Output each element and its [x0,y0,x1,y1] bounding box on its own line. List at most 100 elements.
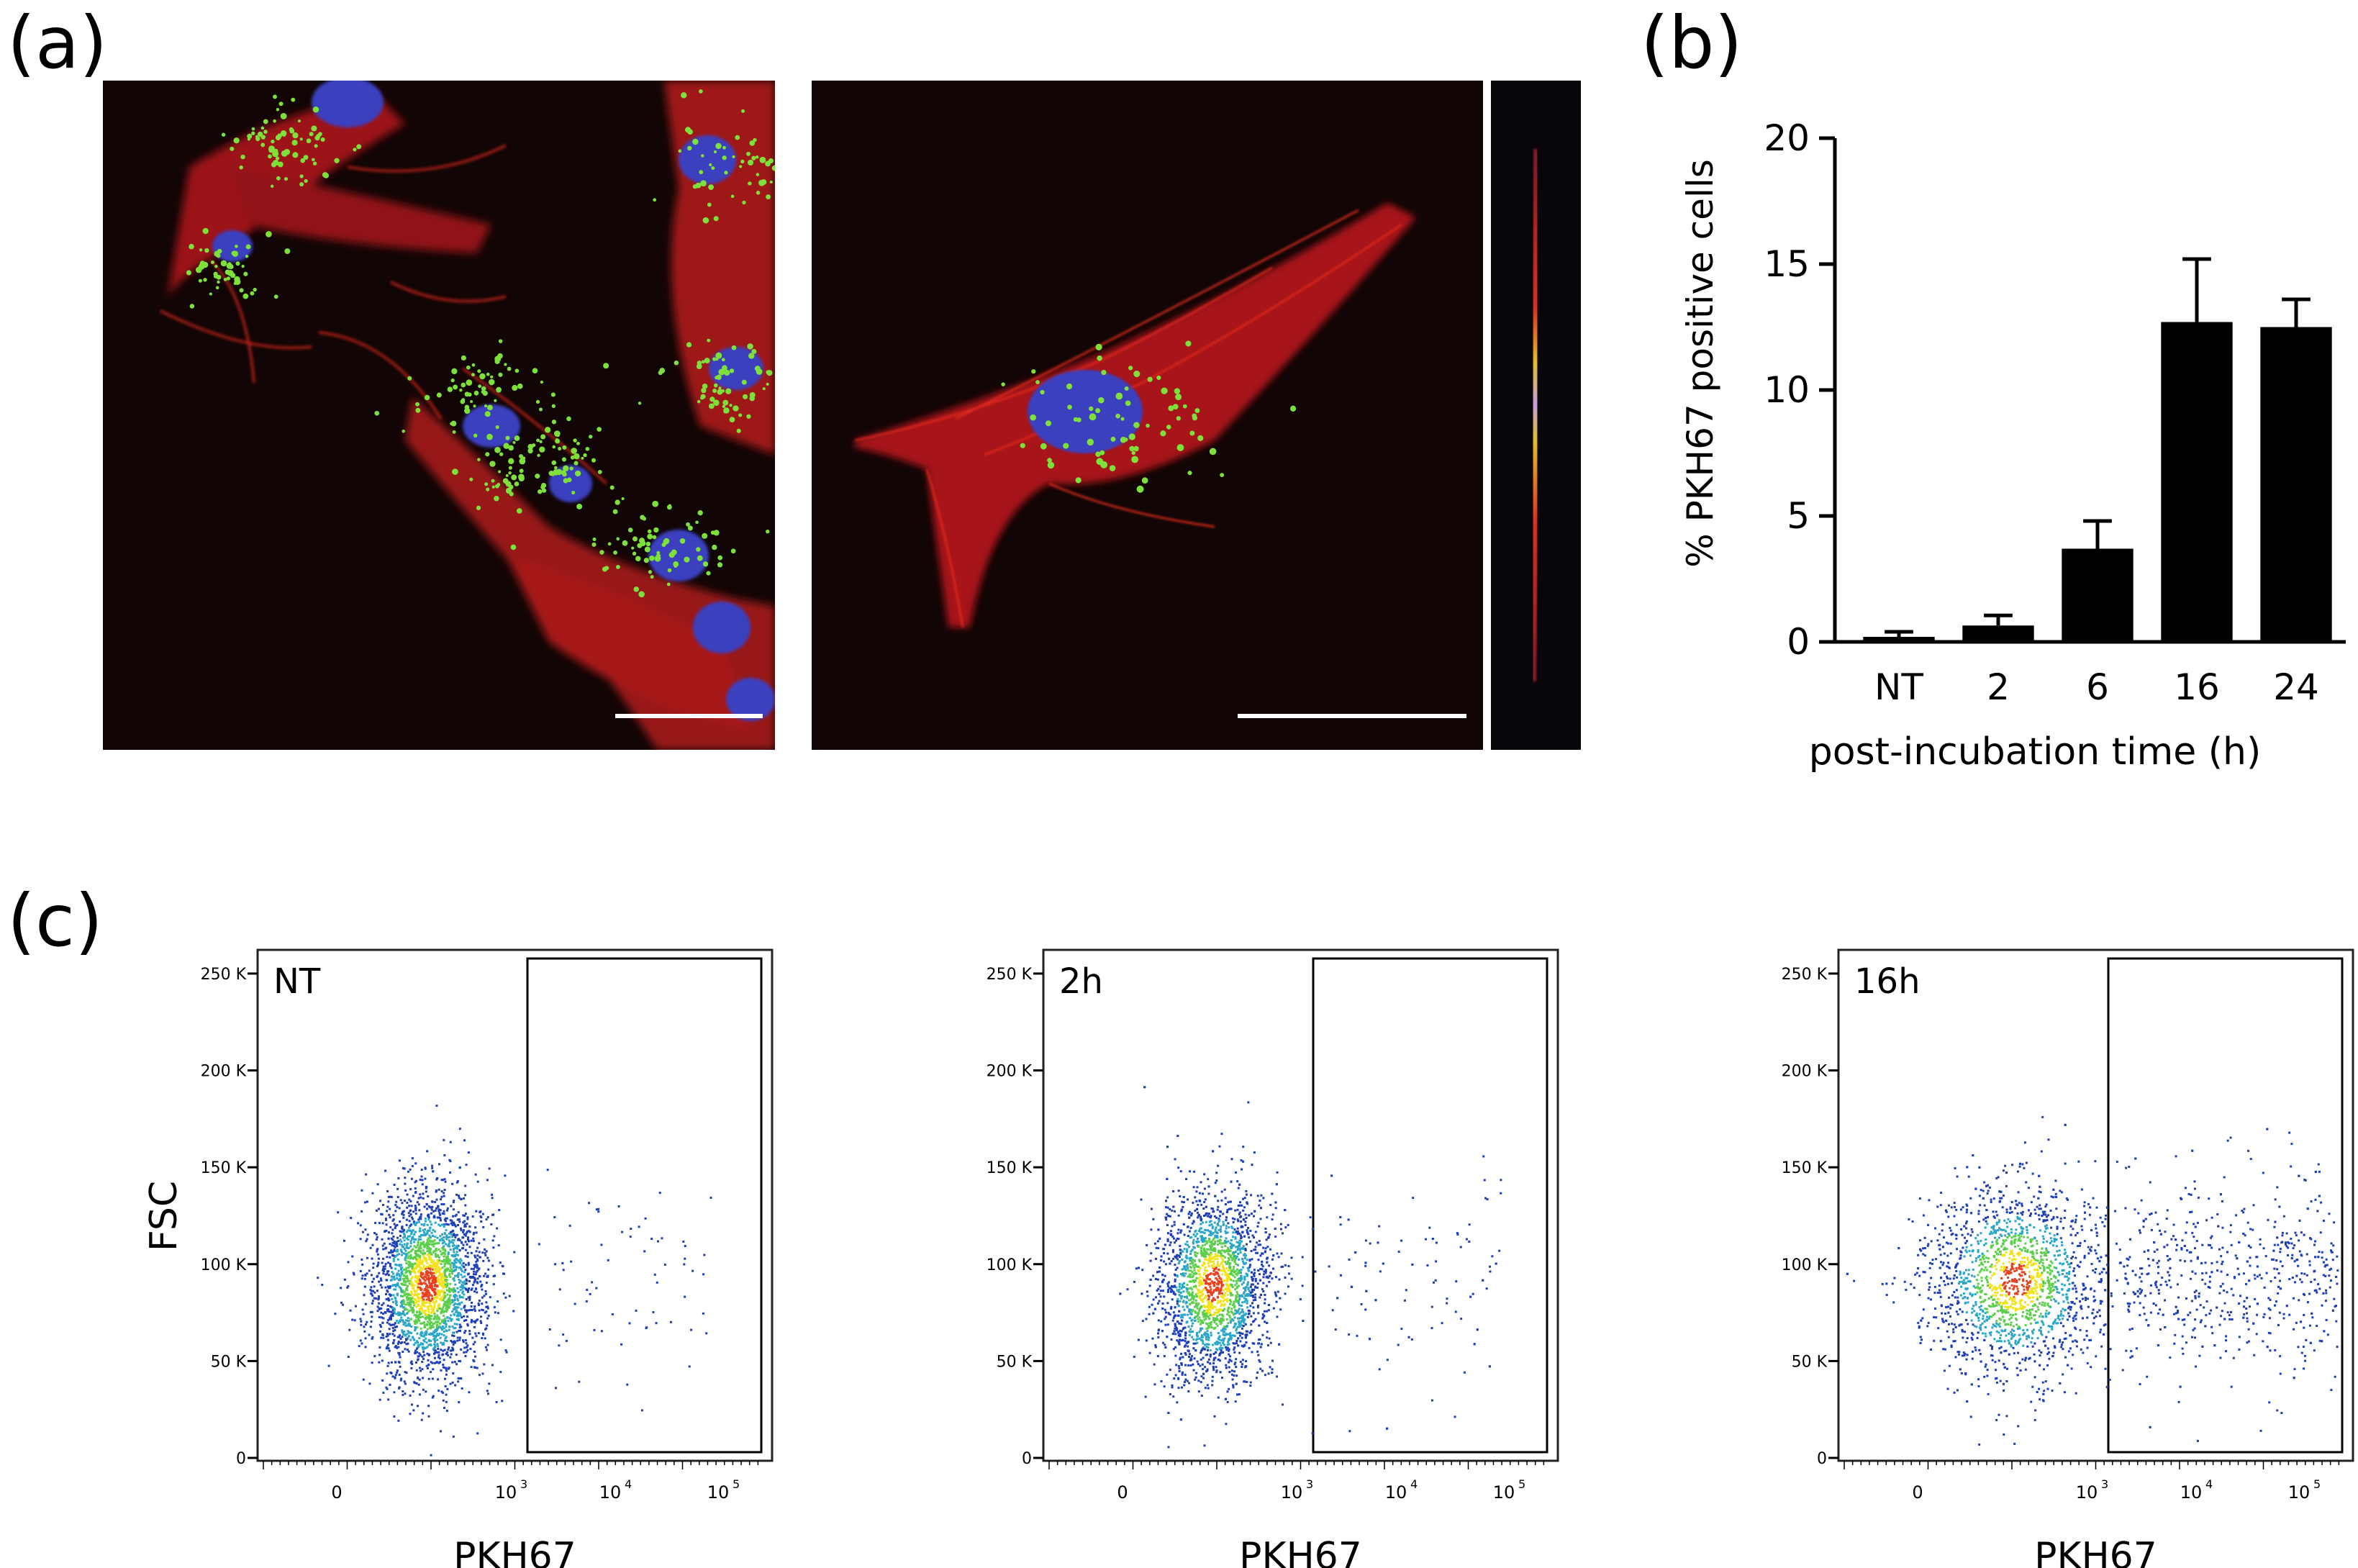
vesicle-dot [756,173,760,176]
flow-event [453,1223,456,1226]
flow-event [1201,1251,1204,1254]
flow-event [457,1272,460,1274]
flow-event [394,1285,397,1288]
flow-event [1164,1323,1167,1326]
flow-event [1152,1274,1155,1277]
flow-event [1228,1288,1231,1291]
flow-event [407,1279,410,1282]
flow-event [394,1322,396,1325]
flow-event [359,1238,362,1241]
flow-event [456,1180,459,1183]
flow-event [407,1266,410,1269]
flow-event [1137,1338,1140,1341]
flow-event [1220,1278,1223,1281]
flow-event [1220,1295,1223,1298]
flow-event [453,1296,456,1299]
flow-event [1144,1395,1147,1398]
flow-event [414,1326,417,1329]
vesicle-dot [632,551,637,556]
flow-event [426,1230,429,1233]
flow-event [1233,1370,1236,1373]
flow-event [459,1329,462,1332]
vesicle-dot [1031,369,1036,374]
flow-event [443,1339,446,1342]
flow-event [473,1290,476,1293]
flow-event [417,1315,420,1318]
vesicle-dot [320,137,325,142]
flow-event [445,1217,448,1220]
flow-event [391,1375,394,1378]
vesicle-dot [686,522,690,527]
flow-event [1256,1306,1259,1309]
flow-event [1198,1309,1201,1312]
vesicle-dot [1172,404,1179,410]
flow-event [476,1432,479,1435]
flow-event [463,1271,466,1274]
flow-event [419,1259,422,1261]
flow-event [1189,1273,1192,1276]
flow-event [418,1256,421,1259]
flow-event [439,1209,442,1212]
flow-event [376,1209,378,1212]
flow-event [1228,1264,1231,1267]
flow-event [1198,1279,1201,1282]
vesicle-dot [505,435,510,440]
vesicle-dot [1097,355,1102,361]
flow-event [399,1365,402,1368]
flow-event [398,1159,401,1162]
flow-event [422,1322,425,1325]
flow-event [442,1349,445,1352]
flow-event [1261,1288,1264,1291]
flow-event [1202,1297,1205,1300]
flow-event [414,1319,417,1322]
flow-event [1188,1170,1191,1173]
flow-event [399,1238,402,1241]
flow-event [1184,1337,1187,1340]
flow-event [416,1321,419,1324]
flow-event [417,1241,420,1243]
flow-event [393,1415,396,1418]
flow-event [377,1295,380,1298]
flow-event [1253,1274,1256,1277]
flow-event [459,1314,462,1317]
flow-event [468,1295,471,1298]
flow-event [555,1387,558,1390]
flow-event [432,1279,435,1282]
flow-event [1223,1308,1226,1310]
vesicle-dot [189,304,195,309]
flow-event [421,1261,424,1264]
flow-event [463,1220,466,1223]
flow-event [464,1204,467,1207]
flow-event [427,1405,430,1408]
flow-event [1158,1292,1161,1295]
flow-event [1207,1233,1210,1236]
flow-event [391,1323,394,1326]
flow-event [386,1338,389,1341]
flow-event [430,1287,433,1290]
vesicle-dot [263,130,268,134]
flow-event [1227,1222,1230,1225]
flow-event [435,1351,438,1354]
flow-event [1189,1274,1192,1277]
flow-event [450,1268,453,1271]
vesicle-dot [643,558,649,563]
vesicle-dot [650,575,654,579]
flow-event [1192,1363,1194,1366]
flow-event [1202,1279,1205,1282]
flow-event [1194,1310,1197,1313]
flow-event [432,1308,435,1310]
flow-event [475,1319,478,1322]
flow-event [470,1305,473,1308]
flow-event [409,1338,412,1341]
flow-event [452,1343,455,1346]
flow-event [402,1166,404,1169]
flow-event [1150,1228,1153,1231]
flow-event [411,1284,414,1287]
flow-event [422,1254,425,1257]
flow-event [410,1360,413,1363]
flow-event [682,1240,685,1243]
flow-event [1250,1283,1253,1286]
flow-event [421,1268,424,1271]
flow-event [482,1333,485,1336]
vesicle-dot [451,368,458,375]
